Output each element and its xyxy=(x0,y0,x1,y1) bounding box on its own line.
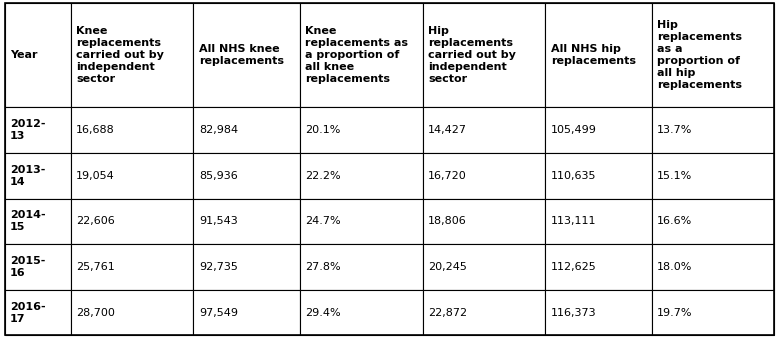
Text: 16,720: 16,720 xyxy=(428,171,467,181)
Bar xyxy=(545,290,652,335)
Text: 85,936: 85,936 xyxy=(199,171,238,181)
Bar xyxy=(422,199,545,244)
Bar xyxy=(5,199,71,244)
Text: All NHS hip
replacements: All NHS hip replacements xyxy=(551,44,636,66)
Bar xyxy=(545,199,652,244)
Text: 97,549: 97,549 xyxy=(199,308,238,317)
Bar xyxy=(300,3,422,107)
Bar xyxy=(5,3,71,107)
Text: 14,427: 14,427 xyxy=(428,125,467,135)
Text: 20.1%: 20.1% xyxy=(305,125,340,135)
Text: 91,543: 91,543 xyxy=(199,216,238,226)
Text: 24.7%: 24.7% xyxy=(305,216,341,226)
Text: Hip
replacements
carried out by
independent
sector: Hip replacements carried out by independ… xyxy=(428,26,516,84)
Text: 16,688: 16,688 xyxy=(76,125,115,135)
Text: 2013-
14: 2013- 14 xyxy=(10,165,45,187)
Bar xyxy=(652,199,774,244)
Bar xyxy=(71,107,193,153)
Text: 16.6%: 16.6% xyxy=(657,216,693,226)
Bar xyxy=(422,3,545,107)
Bar xyxy=(193,244,300,290)
Bar xyxy=(5,107,71,153)
Bar xyxy=(71,244,193,290)
Text: 29.4%: 29.4% xyxy=(305,308,341,317)
Bar xyxy=(545,107,652,153)
Bar xyxy=(71,199,193,244)
Text: 22,606: 22,606 xyxy=(76,216,115,226)
Text: 116,373: 116,373 xyxy=(551,308,596,317)
Text: All NHS knee
replacements: All NHS knee replacements xyxy=(199,44,284,66)
Text: 28,700: 28,700 xyxy=(76,308,115,317)
Bar xyxy=(193,107,300,153)
Bar xyxy=(422,153,545,199)
Bar xyxy=(652,3,774,107)
Bar xyxy=(5,290,71,335)
Text: 18,806: 18,806 xyxy=(428,216,467,226)
Bar xyxy=(545,3,652,107)
Bar xyxy=(422,244,545,290)
Text: Knee
replacements as
a proportion of
all knee
replacements: Knee replacements as a proportion of all… xyxy=(305,26,408,84)
Text: 2016-
17: 2016- 17 xyxy=(10,301,46,323)
Bar xyxy=(652,107,774,153)
Bar xyxy=(422,107,545,153)
Text: 13.7%: 13.7% xyxy=(657,125,693,135)
Bar xyxy=(652,290,774,335)
Bar xyxy=(71,3,193,107)
Text: 2015-
16: 2015- 16 xyxy=(10,256,45,278)
Text: 82,984: 82,984 xyxy=(199,125,238,135)
Bar xyxy=(193,290,300,335)
Bar xyxy=(300,199,422,244)
Text: Hip
replacements
as a
proportion of
all hip
replacements: Hip replacements as a proportion of all … xyxy=(657,20,742,90)
Text: 105,499: 105,499 xyxy=(551,125,597,135)
Bar xyxy=(5,244,71,290)
Bar xyxy=(300,107,422,153)
Bar xyxy=(193,3,300,107)
Text: 113,111: 113,111 xyxy=(551,216,596,226)
Bar xyxy=(193,199,300,244)
Text: 2012-
13: 2012- 13 xyxy=(10,119,46,141)
Text: Year: Year xyxy=(10,50,37,60)
Bar xyxy=(652,244,774,290)
Bar xyxy=(652,153,774,199)
Text: 19.7%: 19.7% xyxy=(657,308,693,317)
Text: 25,761: 25,761 xyxy=(76,262,115,272)
Bar xyxy=(71,153,193,199)
Bar xyxy=(300,153,422,199)
Bar xyxy=(5,153,71,199)
Bar xyxy=(71,290,193,335)
Bar xyxy=(545,153,652,199)
Bar xyxy=(545,244,652,290)
Text: 22.2%: 22.2% xyxy=(305,171,341,181)
Text: 20,245: 20,245 xyxy=(428,262,467,272)
Text: 18.0%: 18.0% xyxy=(657,262,693,272)
Bar xyxy=(193,153,300,199)
Bar xyxy=(300,244,422,290)
Text: 27.8%: 27.8% xyxy=(305,262,341,272)
Text: 15.1%: 15.1% xyxy=(657,171,693,181)
Text: 110,635: 110,635 xyxy=(551,171,596,181)
Text: 22,872: 22,872 xyxy=(428,308,467,317)
Bar xyxy=(300,290,422,335)
Text: 112,625: 112,625 xyxy=(551,262,597,272)
Bar xyxy=(422,290,545,335)
Text: 2014-
15: 2014- 15 xyxy=(10,210,46,233)
Text: Knee
replacements
carried out by
independent
sector: Knee replacements carried out by indepen… xyxy=(76,26,164,84)
Text: 92,735: 92,735 xyxy=(199,262,238,272)
Text: 19,054: 19,054 xyxy=(76,171,115,181)
